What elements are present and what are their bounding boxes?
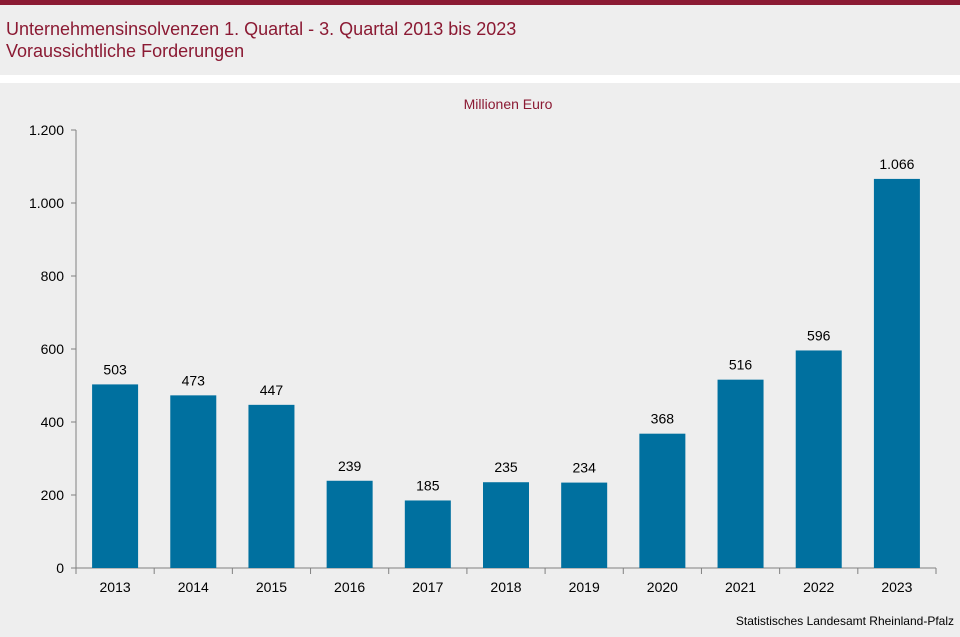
chart-title: Unternehmensinsolvenzen 1. Quartal - 3. … [6, 19, 517, 39]
bar-2014 [170, 395, 217, 568]
chart-area: Millionen Euro 0 200 400 600 800 1.000 1.200 20… [0, 83, 960, 632]
value-label-2018: 235 [494, 459, 518, 475]
x-tick-label-2018: 2018 [490, 579, 521, 595]
bar-2015 [248, 404, 295, 568]
value-label-2023: 1.066 [879, 156, 914, 172]
bar-chart: Millionen Euro 0 200 400 600 800 1.000 1.200 20… [29, 96, 937, 595]
x-tick-label-2022: 2022 [803, 579, 834, 595]
y-tick-label: 600 [41, 341, 65, 357]
bar-2017 [404, 500, 451, 568]
x-tick-label-2023: 2023 [881, 579, 912, 595]
y-tick-label: 800 [41, 268, 65, 284]
y-tick-label: 1.200 [29, 122, 64, 138]
x-tick-label-2019: 2019 [569, 579, 600, 595]
bar-2013 [92, 384, 139, 568]
value-label-2020: 368 [651, 411, 675, 427]
x-tick-label-2017: 2017 [412, 579, 443, 595]
value-label-2013: 503 [103, 361, 127, 377]
value-label-2015: 447 [260, 382, 284, 398]
x-tick-label-2020: 2020 [647, 579, 678, 595]
y-tick-label: 1.000 [29, 195, 64, 211]
value-label-2021: 516 [729, 357, 753, 373]
bar-2023 [873, 178, 920, 568]
y-tick-label: 200 [41, 487, 65, 503]
y-tick-label: 0 [56, 560, 64, 576]
bar-2021 [717, 379, 764, 568]
value-label-2016: 239 [338, 458, 362, 474]
x-tick-label-2016: 2016 [334, 579, 365, 595]
value-label-2022: 596 [807, 327, 831, 343]
y-tick-label: 400 [41, 414, 65, 430]
value-labels: 503 473 447 239 185 235 234 368 516 596 1.066 [103, 156, 914, 494]
bar-2020 [639, 433, 686, 568]
value-label-2017: 185 [416, 477, 440, 493]
header-separator [0, 75, 960, 83]
value-label-2019: 234 [573, 460, 597, 476]
bar-2019 [561, 482, 608, 568]
x-tick-label-2014: 2014 [178, 579, 209, 595]
x-tick-label-2015: 2015 [256, 579, 287, 595]
top-accent-bar [0, 0, 960, 5]
bar-2018 [483, 482, 529, 568]
source-note: Statistisches Landesamt Rheinland-Pfalz [735, 614, 954, 628]
chart-subtitle: Voraussichtliche Forderungen [6, 41, 245, 61]
x-tick-label-2021: 2021 [725, 579, 756, 595]
bars [92, 178, 920, 568]
chart-header: Unternehmensinsolvenzen 1. Quartal - 3. … [0, 5, 960, 75]
axes: 0 200 400 600 800 1.000 1.200 2013 2014 2015 2016 2… [29, 122, 937, 595]
bar-2022 [795, 350, 842, 568]
x-tick-label-2013: 2013 [100, 579, 131, 595]
bar-2016 [326, 480, 373, 568]
value-label-2014: 473 [182, 372, 206, 388]
unit-label: Millionen Euro [464, 96, 553, 112]
